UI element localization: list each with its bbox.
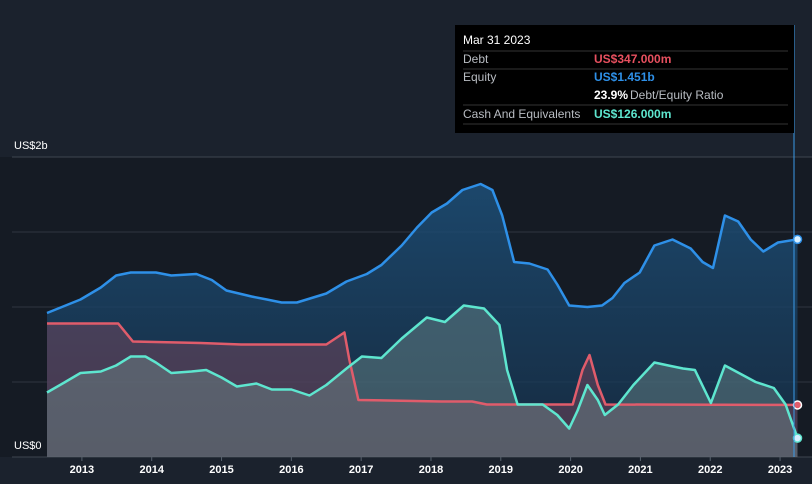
tooltip-date: Mar 31 2023 [463, 33, 531, 47]
x-tick-label: 2019 [489, 464, 513, 476]
tooltip-label: Debt/Equity Ratio [630, 88, 724, 102]
end-marker [792, 234, 803, 245]
x-tick-label: 2015 [209, 464, 233, 476]
x-tick-label: 2017 [349, 464, 373, 476]
x-tick-label: 2021 [628, 464, 652, 476]
end-marker [792, 400, 803, 410]
tooltip-label: Equity [463, 70, 496, 84]
end-marker [792, 433, 803, 443]
tooltip-box [455, 25, 794, 133]
x-tick-label: 2018 [419, 464, 443, 476]
x-tick-label: 2016 [279, 464, 303, 476]
tooltip-value: US$1.451b [594, 70, 655, 84]
tooltip-label: Debt [463, 52, 489, 66]
line [46, 304, 799, 439]
tooltip: Mar 31 2023 Debt US$347.000m Equity US$1… [455, 25, 795, 457]
x-tick-label: 2022 [698, 464, 722, 476]
tooltip-value: US$126.000m [594, 107, 671, 121]
x-tick-label: 2020 [558, 464, 582, 476]
area [47, 323, 798, 457]
x-tick-label: 2014 [139, 464, 164, 476]
x-tick-label: 2013 [70, 464, 94, 476]
line [46, 182, 798, 315]
tooltip-value: 23.9% [594, 88, 628, 102]
y-tick-label: US$2b [14, 140, 48, 152]
tooltip-label: Cash And Equivalents [463, 107, 580, 121]
line [47, 322, 798, 407]
y-tick-label: US$0 [14, 440, 42, 452]
x-tick-label: 2023 [768, 464, 792, 476]
tooltip-value: US$347.000m [594, 52, 671, 66]
area [47, 305, 798, 457]
